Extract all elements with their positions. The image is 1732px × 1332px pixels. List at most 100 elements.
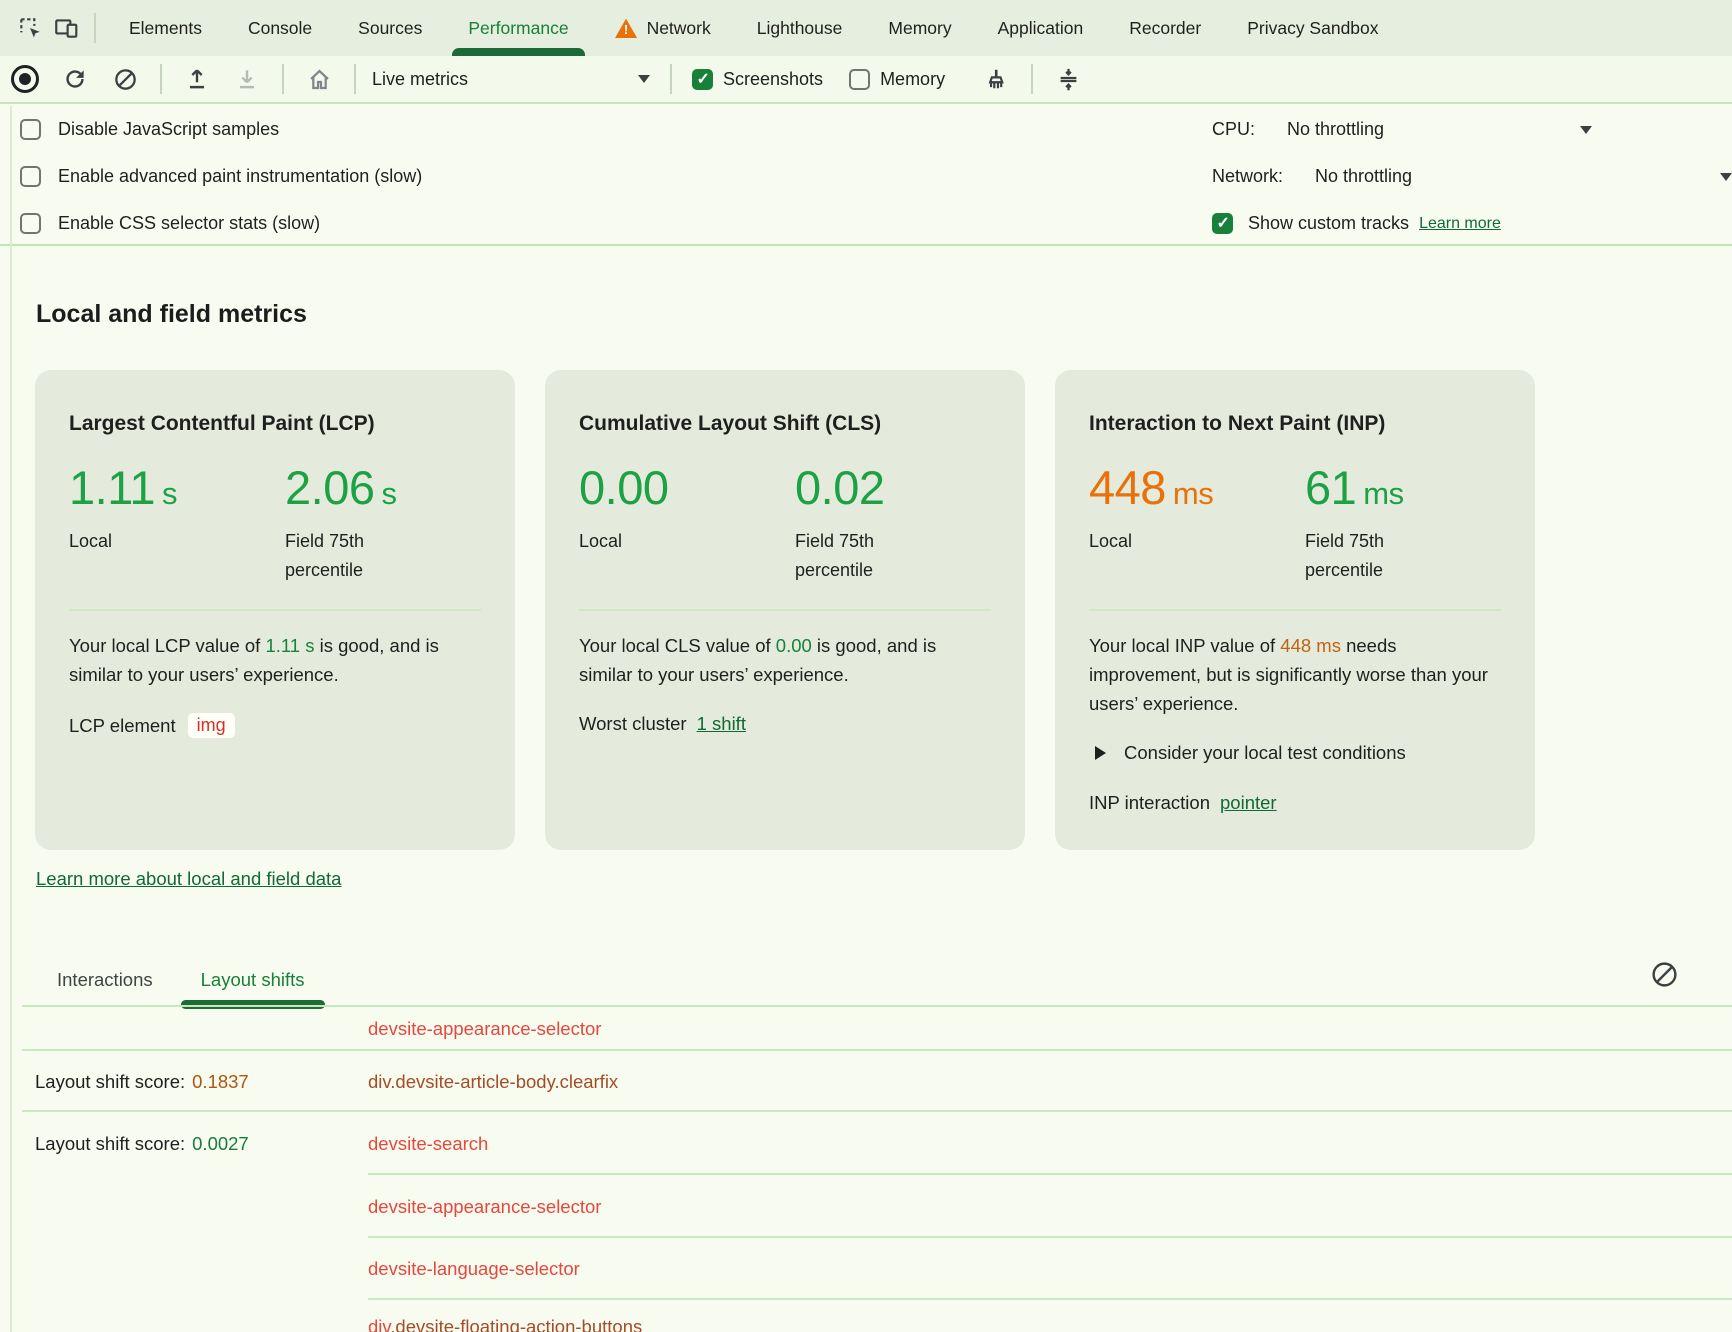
cls-description: Your local CLS value of 0.00 is good, an… bbox=[579, 631, 991, 689]
field-label: Field 75th percentile bbox=[795, 527, 915, 585]
lcp-local-value: 1.11s bbox=[69, 460, 285, 515]
load-profile-icon[interactable] bbox=[179, 61, 215, 97]
tab-elements[interactable]: Elements bbox=[106, 0, 225, 56]
tab-recorder[interactable]: Recorder bbox=[1106, 0, 1224, 56]
history-dropdown[interactable]: Live metrics bbox=[366, 59, 660, 99]
shift-element-link[interactable]: div.devsite-article-body.clearfix bbox=[368, 1071, 618, 1093]
worst-cluster-link[interactable]: 1 shift bbox=[697, 713, 746, 735]
lcp-element-row: LCP element img bbox=[69, 713, 485, 738]
layout-shift-row: devsite-appearance-selector bbox=[0, 1007, 1732, 1051]
device-toolbar-icon[interactable] bbox=[48, 10, 84, 46]
card-divider bbox=[579, 609, 991, 611]
save-profile-icon[interactable] bbox=[229, 61, 265, 97]
worst-cluster-label: Worst cluster bbox=[579, 713, 687, 735]
local-label: Local bbox=[1089, 527, 1209, 556]
lcp-card: Largest Contentful Paint (LCP) 1.11s Loc… bbox=[35, 370, 515, 850]
chevron-down-icon bbox=[638, 75, 650, 83]
cls-field-value: 0.02 bbox=[795, 460, 915, 515]
performance-toolbar: Live metrics Screenshots Memory bbox=[0, 56, 1732, 104]
disable-js-samples-checkbox[interactable] bbox=[20, 119, 41, 140]
memory-checkbox[interactable] bbox=[849, 69, 870, 90]
toolbar-separator bbox=[282, 64, 284, 94]
tab-performance[interactable]: Performance bbox=[445, 0, 591, 56]
advanced-paint-checkbox[interactable] bbox=[20, 166, 41, 187]
score-label: Layout shift score: bbox=[35, 1071, 185, 1093]
tab-lighthouse[interactable]: Lighthouse bbox=[734, 0, 866, 56]
collapse-icon[interactable] bbox=[1050, 61, 1086, 97]
inp-local-value: 448ms bbox=[1089, 460, 1305, 515]
lcp-values: 1.11s Local 2.06s Field 75th percentile bbox=[69, 460, 485, 585]
local-label: Local bbox=[579, 527, 699, 556]
home-icon[interactable] bbox=[301, 61, 337, 97]
tab-label: Interactions bbox=[57, 969, 153, 991]
network-throttling-select[interactable]: No throttling bbox=[1315, 166, 1412, 187]
tab-label: Elements bbox=[129, 18, 202, 39]
devtools-performance-panel: Elements Console Sources Performance ! N… bbox=[0, 0, 1732, 1332]
screenshots-checkbox[interactable] bbox=[692, 69, 713, 90]
shift-element-link[interactable]: devsite-appearance-selector bbox=[368, 1196, 601, 1218]
tab-label: Memory bbox=[888, 18, 951, 39]
tab-memory[interactable]: Memory bbox=[865, 0, 974, 56]
shift-element-link[interactable]: devsite-appearance-selector bbox=[368, 1018, 601, 1040]
inp-description: Your local INP value of 448 ms needs imp… bbox=[1089, 631, 1501, 718]
unit-label: ms bbox=[1173, 476, 1213, 511]
inp-interaction-link[interactable]: pointer bbox=[1220, 792, 1277, 814]
cpu-throttling-select[interactable]: No throttling bbox=[1287, 119, 1384, 140]
gc-brush-icon[interactable] bbox=[978, 61, 1014, 97]
css-selector-stats-checkbox[interactable] bbox=[20, 213, 41, 234]
learn-more-local-field-link[interactable]: Learn more about local and field data bbox=[36, 868, 341, 890]
tab-label: Network bbox=[647, 18, 711, 39]
field-label: Field 75th percentile bbox=[285, 527, 405, 585]
clear-log-icon[interactable] bbox=[1650, 960, 1679, 989]
tab-application[interactable]: Application bbox=[975, 0, 1107, 56]
score-column: Layout shift score: 0.1837 bbox=[35, 1071, 368, 1093]
tab-console[interactable]: Console bbox=[225, 0, 335, 56]
tab-sources[interactable]: Sources bbox=[335, 0, 445, 56]
tab-label: Lighthouse bbox=[757, 18, 843, 39]
layout-shift-row: devsite-appearance-selector bbox=[0, 1175, 1732, 1238]
log-tabs: Interactions Layout shifts bbox=[37, 952, 325, 1007]
metric-cards: Largest Contentful Paint (LCP) 1.11s Loc… bbox=[35, 370, 1535, 850]
tab-label: Console bbox=[248, 18, 312, 39]
inspect-element-icon[interactable] bbox=[12, 10, 48, 46]
cls-values: 0.00 Local 0.02 Field 75th percentile bbox=[579, 460, 995, 585]
setting-row: Enable advanced paint instrumentation (s… bbox=[20, 153, 422, 200]
card-divider bbox=[1089, 609, 1501, 611]
layout-shift-row: Layout shift score: 0.1837 div.devsite-a… bbox=[0, 1051, 1732, 1112]
shift-element-link[interactable]: devsite-language-selector bbox=[368, 1258, 580, 1280]
reload-and-record-icon[interactable] bbox=[57, 61, 93, 97]
local-test-conditions-expander[interactable]: Consider your local test conditions bbox=[1095, 742, 1505, 764]
tab-interactions[interactable]: Interactions bbox=[37, 952, 173, 1007]
chevron-down-icon bbox=[1720, 173, 1732, 181]
local-test-conditions-label: Consider your local test conditions bbox=[1124, 742, 1406, 764]
shift-element-link[interactable]: devsite-search bbox=[368, 1133, 488, 1155]
unit-label: ms bbox=[1363, 476, 1403, 511]
screenshots-label: Screenshots bbox=[723, 69, 823, 90]
shift-element-link[interactable]: div.devsite-floating-action-buttons bbox=[368, 1316, 642, 1332]
lcp-card-title: Largest Contentful Paint (LCP) bbox=[69, 412, 485, 436]
custom-tracks-row: Show custom tracks Learn more bbox=[1212, 200, 1732, 247]
setting-row: Enable CSS selector stats (slow) bbox=[20, 200, 422, 247]
record-icon[interactable] bbox=[7, 61, 43, 97]
lcp-field-value: 2.06s bbox=[285, 460, 405, 515]
score-value: 0.1837 bbox=[192, 1071, 249, 1093]
cls-card: Cumulative Layout Shift (CLS) 0.00 Local… bbox=[545, 370, 1025, 850]
inp-field-column: 61ms Field 75th percentile bbox=[1305, 460, 1425, 585]
tab-label: Privacy Sandbox bbox=[1247, 18, 1378, 39]
custom-tracks-learn-more-link[interactable]: Learn more bbox=[1419, 215, 1501, 233]
clear-icon[interactable] bbox=[107, 61, 143, 97]
show-custom-tracks-checkbox[interactable] bbox=[1212, 213, 1233, 234]
inp-field-value: 61ms bbox=[1305, 460, 1425, 515]
local-field-metrics-heading: Local and field metrics bbox=[36, 300, 307, 329]
inp-interaction-label: INP interaction bbox=[1089, 792, 1210, 814]
tab-network[interactable]: ! Network bbox=[592, 0, 734, 56]
lcp-element-link[interactable]: img bbox=[188, 713, 235, 738]
field-label: Field 75th percentile bbox=[1305, 527, 1425, 585]
cpu-label: CPU: bbox=[1212, 119, 1255, 140]
tab-privacy-sandbox[interactable]: Privacy Sandbox bbox=[1224, 0, 1401, 56]
lcp-description: Your local LCP value of 1.11 s is good, … bbox=[69, 631, 481, 689]
score-value: 0.0027 bbox=[192, 1133, 249, 1155]
capture-settings-left: Disable JavaScript samples Enable advanc… bbox=[20, 106, 422, 247]
tab-layout-shifts[interactable]: Layout shifts bbox=[181, 952, 325, 1007]
inp-interaction-row: INP interaction pointer bbox=[1089, 792, 1505, 814]
